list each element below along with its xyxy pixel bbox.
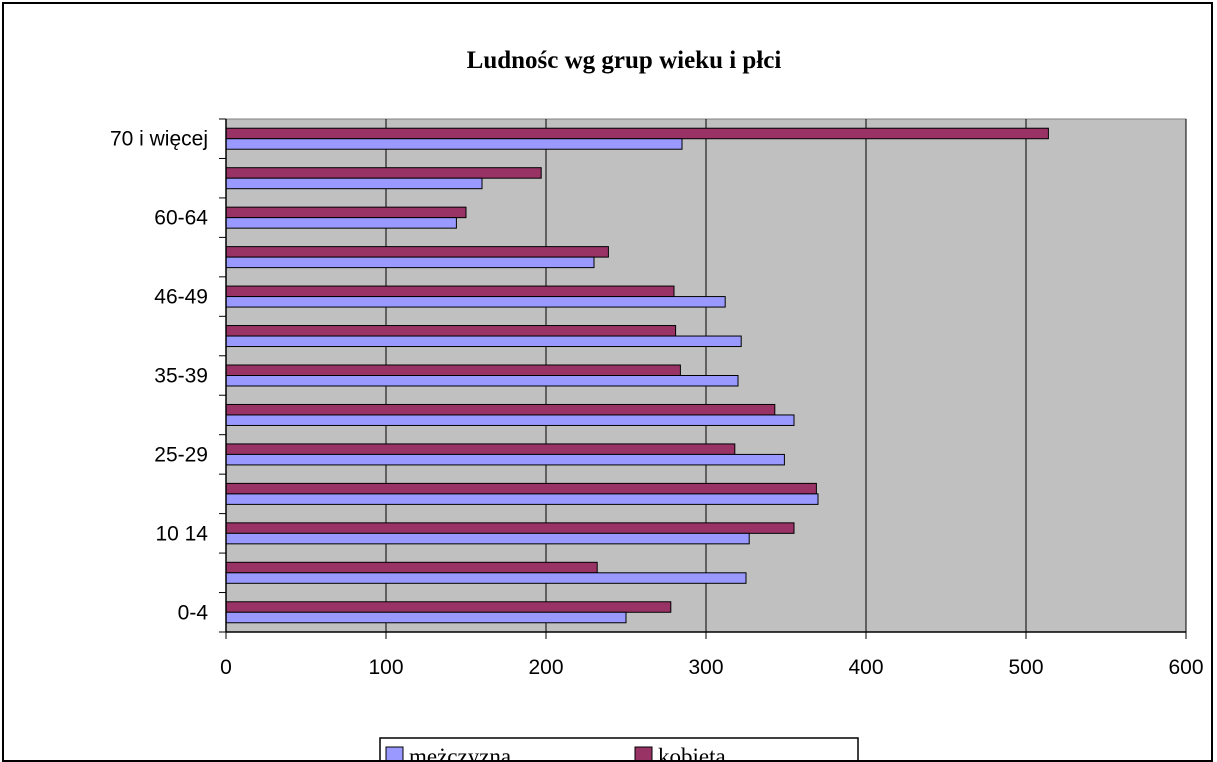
value-tick-label: 300: [688, 656, 723, 679]
bar-mezczyzna: [225, 572, 747, 584]
value-tick-label: 600: [1168, 656, 1203, 679]
category-label: 25-29: [154, 443, 208, 466]
bar-mezczyzna: [225, 493, 819, 505]
bar-mezczyzna: [225, 453, 785, 466]
bar-kobieta: [225, 127, 1049, 140]
chart-title: Ludnośc wg grup wieku i płci: [467, 47, 782, 74]
bar-mezczyzna: [225, 375, 739, 387]
value-tick-labels: 0 100 200 300 400 500 600: [220, 656, 1203, 679]
bar-mezczyzna: [225, 611, 627, 624]
category-labels: 0-4 10 14 25-29 35-39 46-49 60-64 70 i więcej: [110, 128, 208, 625]
category-label: 46-49: [154, 286, 208, 309]
legend-swatch-kobieta: [634, 746, 653, 760]
bar-kobieta: [225, 443, 736, 455]
legend-label-kobieta: kobieta: [658, 744, 726, 760]
value-tick-label: 0: [220, 656, 232, 679]
category-label: 70 i więcej: [110, 128, 208, 151]
bar-mezczyzna: [225, 138, 683, 150]
value-tick-label: 100: [368, 656, 403, 679]
value-tick-label: 400: [848, 656, 883, 679]
category-label: 10 14: [155, 522, 208, 545]
bar-kobieta: [225, 167, 542, 179]
legend-swatch-mezczyzna: [385, 746, 404, 760]
legend: mężczyzna kobieta: [379, 737, 859, 760]
bar-kobieta: [225, 246, 609, 258]
bar-mezczyzna: [225, 414, 795, 426]
bar-kobieta: [225, 601, 672, 613]
category-label: 0-4: [178, 601, 209, 624]
bar-mezczyzna: [225, 335, 742, 348]
bar-mezczyzna: [225, 296, 726, 308]
grid-lines: [385, 119, 1187, 632]
bar-kobieta: [225, 522, 795, 534]
bar-kobieta: [225, 403, 776, 416]
bar-kobieta: [225, 364, 681, 376]
chart: Ludnośc wg grup wieku i płci 0-4 10 14 25-…: [110, 47, 1204, 760]
bar-kobieta: [225, 482, 817, 495]
bar-mezczyzna: [225, 217, 457, 229]
value-tick-label: 200: [528, 656, 563, 679]
value-tick-label: 500: [1008, 656, 1043, 679]
category-label: 60-64: [154, 207, 208, 230]
bar-mezczyzna: [225, 177, 483, 190]
bar-kobieta: [225, 325, 677, 337]
bar-kobieta: [225, 561, 598, 574]
bar-mezczyzna: [225, 256, 595, 269]
legend-label-mezczyzna: mężczyzna: [409, 744, 511, 760]
bar-kobieta: [225, 206, 467, 219]
bar-mezczyzna: [225, 532, 750, 545]
category-label: 35-39: [154, 365, 208, 388]
axes: [219, 118, 1187, 639]
bar-kobieta: [225, 285, 675, 298]
